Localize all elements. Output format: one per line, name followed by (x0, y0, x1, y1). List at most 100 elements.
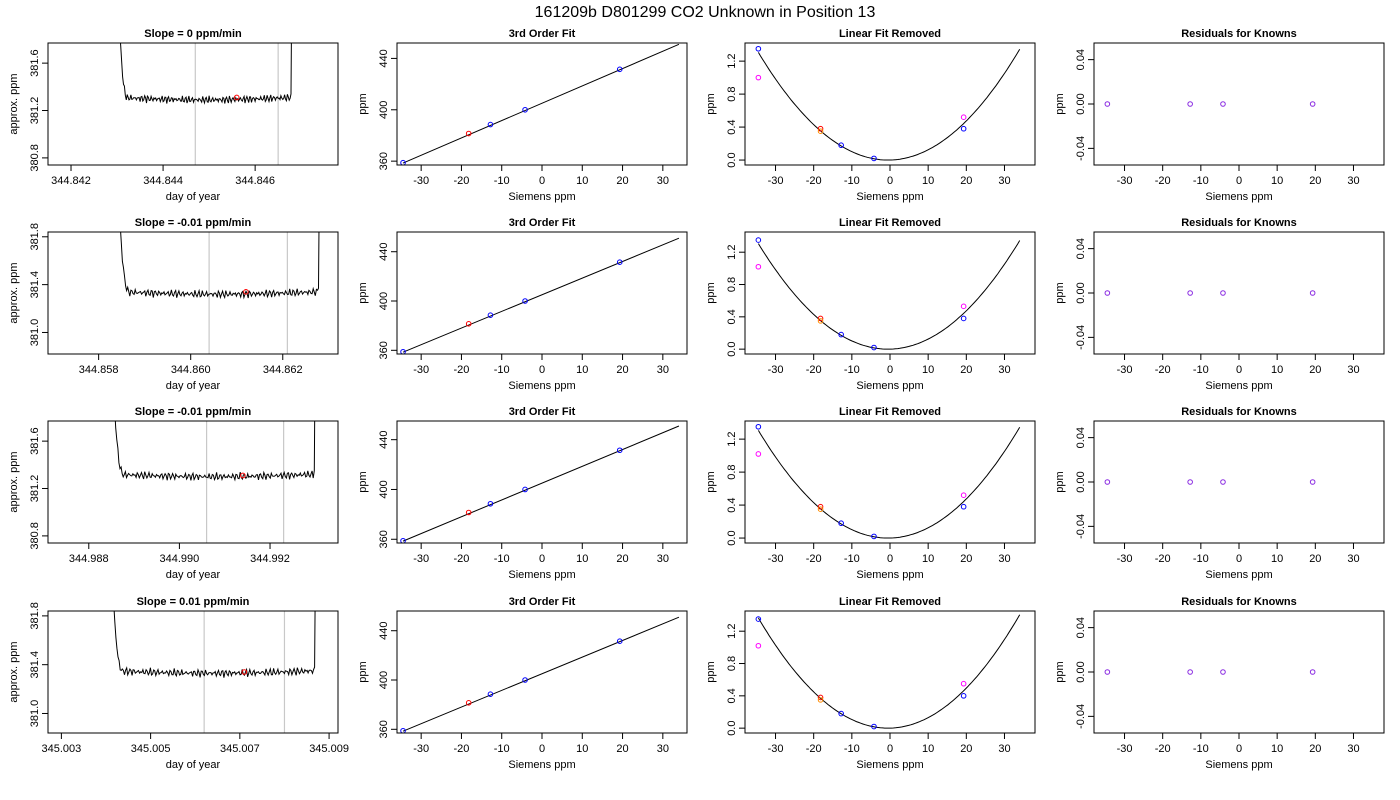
x-tick-label: 0 (1236, 553, 1242, 565)
y-axis-label: ppm (1054, 661, 1066, 682)
x-tick-label: -20 (453, 553, 469, 565)
data-point (838, 520, 844, 527)
fit-line (402, 43, 680, 164)
x-tick-label: 30 (1347, 364, 1359, 376)
x-tick-label: 20 (960, 553, 972, 565)
concentration-trace (113, 611, 316, 678)
plot-area (400, 237, 680, 354)
plot-frame (1093, 231, 1385, 355)
plot-area (1104, 669, 1316, 675)
sample-average-marker (233, 94, 240, 101)
x-tick-label: 344.862 (263, 364, 303, 376)
chart-panel: 3rd Order Fit -30 -20 -10 0 10 20 30 360 400 440 Si… (357, 596, 688, 771)
y-tick-label: 381.6 (29, 427, 41, 455)
y-axis-label: ppm (705, 93, 717, 114)
y-axis-label: ppm (705, 471, 717, 492)
plot-area (113, 611, 316, 733)
plot-frame (396, 610, 688, 734)
data-point (960, 125, 967, 132)
x-tick-label: -20 (453, 175, 469, 187)
plot-area (400, 43, 680, 165)
y-tick-label: 440 (378, 430, 390, 448)
plot-area (119, 43, 292, 165)
x-tick-label: 0 (539, 743, 545, 755)
x-tick-label: 10 (1271, 743, 1283, 755)
data-point (400, 537, 406, 543)
y-tick-label: 381.8 (29, 602, 41, 630)
y-tick-label: 0.00 (1075, 93, 1087, 114)
data-point (817, 503, 824, 510)
data-point (465, 700, 472, 706)
x-tick-label: 30 (657, 364, 669, 376)
x-tick-label: 30 (1347, 553, 1359, 565)
x-tick-label: -20 (453, 364, 469, 376)
data-point (960, 303, 967, 310)
x-tick-label: 10 (1271, 175, 1283, 187)
x-tick-label: -30 (413, 175, 429, 187)
data-point (871, 344, 877, 351)
y-tick-label: 360 (378, 720, 390, 738)
y-axis-label: ppm (357, 661, 369, 682)
y-tick-label: 0.04 (1075, 617, 1087, 638)
y-tick-label: 380.8 (29, 522, 41, 550)
plot-area (1104, 290, 1316, 296)
y-tick-label: 440 (378, 243, 390, 261)
y-tick-label: 381.2 (29, 475, 41, 503)
data-point (616, 66, 623, 73)
y-tick-label: 0.00 (1075, 282, 1087, 303)
y-tick-label: 0.00 (1075, 471, 1087, 492)
x-tick-label: -20 (806, 175, 822, 187)
chart-panel: Residuals for Knowns -30 -20 -10 0 10 20 30 -0.0… (1054, 28, 1385, 203)
chart-panel: 3rd Order Fit -30 -20 -10 0 10 20 30 360 400 440 Si… (357, 406, 688, 581)
x-axis-label: Siemens ppm (508, 569, 575, 581)
panel-title: Linear Fit Removed (839, 406, 941, 418)
data-point (755, 74, 762, 81)
y-tick-label: 360 (378, 152, 390, 170)
y-tick-label: 380.8 (29, 144, 41, 172)
data-point (1220, 101, 1226, 107)
x-tick-label: 344.842 (51, 175, 91, 187)
x-tick-label: -30 (1117, 743, 1133, 755)
panel-title: Slope = 0 ppm/min (144, 28, 242, 40)
data-point (1309, 479, 1316, 485)
data-point (1309, 101, 1316, 107)
data-point (522, 486, 528, 493)
x-tick-label: 344.846 (235, 175, 275, 187)
data-point (465, 509, 472, 516)
y-tick-label: 381.0 (29, 700, 41, 728)
data-point (755, 423, 762, 430)
x-tick-label: 10 (1271, 553, 1283, 565)
data-point (960, 114, 967, 120)
data-point (1104, 669, 1111, 675)
x-tick-label: -10 (844, 743, 860, 755)
y-axis-label: approx. ppm (8, 262, 20, 323)
chart-panel: Slope = -0.01 ppm/min 344.858 344.860 344.8… (8, 217, 339, 392)
plot-area (1104, 479, 1316, 485)
x-tick-label: 0 (1236, 175, 1242, 187)
x-axis-label: Siemens ppm (856, 191, 923, 203)
x-tick-label: -30 (1117, 364, 1133, 376)
data-point (465, 321, 472, 327)
chart-panel: Linear Fit Removed -30 -20 -10 0 10 20 30 0.0 0.4… (705, 217, 1036, 392)
x-axis-label: Siemens ppm (856, 759, 923, 771)
y-tick-label: 0.00 (1075, 661, 1087, 682)
y-tick-label: 360 (378, 530, 390, 548)
chart-panel: Slope = -0.01 ppm/min 344.988 344.990 344.9… (8, 406, 339, 581)
y-axis-label: ppm (357, 93, 369, 114)
y-axis-label: ppm (1054, 282, 1066, 303)
panel-title: Slope = 0.01 ppm/min (137, 596, 250, 608)
x-tick-label: -20 (1155, 553, 1171, 565)
data-point (400, 727, 406, 733)
data-point (487, 500, 494, 507)
chart-panel: Linear Fit Removed -30 -20 -10 0 10 20 30 0.0 0.4… (705, 406, 1036, 581)
plot-frame (396, 42, 688, 166)
x-tick-label: 10 (576, 553, 588, 565)
x-tick-label: -10 (1193, 553, 1209, 565)
y-tick-label: 0.8 (726, 464, 738, 479)
y-axis-label: ppm (1054, 93, 1066, 114)
x-tick-label: 30 (998, 553, 1010, 565)
data-point (465, 130, 472, 137)
y-tick-label: 360 (378, 341, 390, 359)
data-point (1220, 290, 1226, 296)
x-tick-label: 0 (539, 553, 545, 565)
